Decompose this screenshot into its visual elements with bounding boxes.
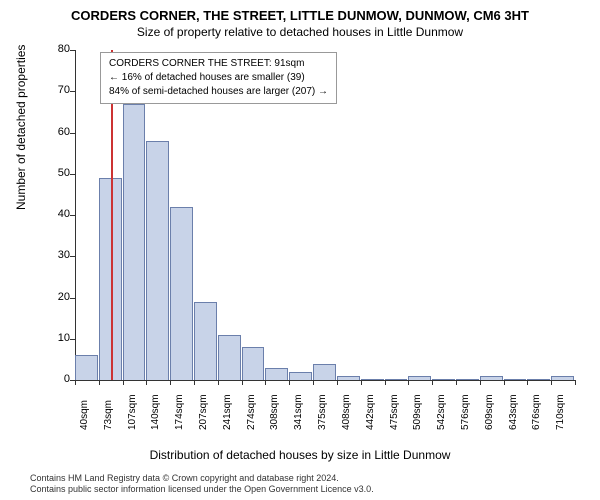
footer: Contains HM Land Registry data © Crown c… <box>30 473 570 496</box>
y-tick-mark <box>70 91 75 92</box>
histogram-bar <box>337 376 360 380</box>
y-tick-label: 10 <box>30 332 70 344</box>
histogram-bar <box>99 178 122 380</box>
histogram-bar <box>385 379 408 380</box>
x-tick-mark <box>504 380 505 385</box>
info-line-2: ← 16% of detached houses are smaller (39… <box>109 71 328 85</box>
footer-line-1: Contains HM Land Registry data © Crown c… <box>30 473 570 485</box>
histogram-bar <box>194 302 217 380</box>
histogram-bar <box>361 379 384 380</box>
x-tick-mark <box>146 380 147 385</box>
x-tick-label: 408sqm <box>341 394 352 430</box>
x-tick-mark <box>75 380 76 385</box>
x-axis-line <box>75 380 575 381</box>
y-tick-label: 80 <box>30 43 70 55</box>
x-tick-label: 174sqm <box>174 394 185 430</box>
x-tick-mark <box>456 380 457 385</box>
x-axis-title: Distribution of detached houses by size … <box>0 448 600 462</box>
x-tick-mark <box>313 380 314 385</box>
y-tick-mark <box>70 174 75 175</box>
x-tick-label: 710sqm <box>555 394 566 430</box>
histogram-chart: CORDERS CORNER, THE STREET, LITTLE DUNMO… <box>0 0 600 500</box>
footer-line-2: Contains public sector information licen… <box>30 484 570 496</box>
histogram-bar <box>527 379 550 380</box>
histogram-bar <box>432 379 455 380</box>
x-tick-label: 475sqm <box>389 394 400 430</box>
y-axis-label: Number of detached properties <box>14 45 28 210</box>
histogram-bar <box>313 364 336 381</box>
histogram-bar <box>123 104 146 380</box>
x-tick-mark <box>337 380 338 385</box>
x-tick-mark <box>361 380 362 385</box>
info-line-3: 84% of semi-detached houses are larger (… <box>109 85 328 99</box>
x-tick-mark <box>289 380 290 385</box>
x-tick-mark <box>194 380 195 385</box>
x-tick-label: 107sqm <box>127 394 138 430</box>
y-tick-label: 60 <box>30 126 70 138</box>
x-tick-label: 509sqm <box>412 394 423 430</box>
y-tick-label: 50 <box>30 167 70 179</box>
x-tick-label: 207sqm <box>198 394 209 430</box>
histogram-bar <box>218 335 241 380</box>
y-tick-label: 70 <box>30 84 70 96</box>
y-tick-mark <box>70 50 75 51</box>
histogram-bar <box>408 376 431 380</box>
x-tick-label: 676sqm <box>531 394 542 430</box>
y-tick-mark <box>70 298 75 299</box>
y-tick-label: 20 <box>30 291 70 303</box>
x-tick-mark <box>170 380 171 385</box>
y-tick-mark <box>70 339 75 340</box>
x-tick-mark <box>527 380 528 385</box>
x-tick-label: 375sqm <box>317 394 328 430</box>
histogram-bar <box>551 376 574 380</box>
x-tick-mark <box>432 380 433 385</box>
y-tick-label: 0 <box>30 373 70 385</box>
info-box: CORDERS CORNER THE STREET: 91sqm ← 16% o… <box>100 52 337 104</box>
x-tick-label: 442sqm <box>365 394 376 430</box>
y-tick-label: 40 <box>30 208 70 220</box>
x-tick-label: 140sqm <box>150 394 161 430</box>
y-tick-mark <box>70 256 75 257</box>
x-tick-label: 341sqm <box>293 394 304 430</box>
x-tick-mark <box>408 380 409 385</box>
x-tick-mark <box>385 380 386 385</box>
x-tick-mark <box>218 380 219 385</box>
histogram-bar <box>242 347 265 380</box>
x-tick-label: 576sqm <box>460 394 471 430</box>
x-tick-label: 73sqm <box>103 400 114 430</box>
histogram-bar <box>480 376 503 380</box>
x-tick-label: 308sqm <box>269 394 280 430</box>
x-tick-mark <box>575 380 576 385</box>
x-tick-mark <box>123 380 124 385</box>
x-tick-mark <box>480 380 481 385</box>
histogram-bar <box>146 141 169 380</box>
histogram-bar <box>75 355 98 380</box>
histogram-bar <box>504 379 527 380</box>
x-tick-label: 274sqm <box>246 394 257 430</box>
y-tick-mark <box>70 133 75 134</box>
x-tick-label: 643sqm <box>508 394 519 430</box>
chart-title: CORDERS CORNER, THE STREET, LITTLE DUNMO… <box>0 0 600 23</box>
plot-area: CORDERS CORNER THE STREET: 91sqm ← 16% o… <box>75 50 575 380</box>
histogram-bar <box>456 379 479 380</box>
x-tick-label: 609sqm <box>484 394 495 430</box>
y-tick-mark <box>70 215 75 216</box>
x-tick-label: 40sqm <box>79 400 90 430</box>
x-tick-label: 542sqm <box>436 394 447 430</box>
x-tick-label: 241sqm <box>222 394 233 430</box>
chart-subtitle: Size of property relative to detached ho… <box>0 23 600 39</box>
y-tick-label: 30 <box>30 249 70 261</box>
info-line-1: CORDERS CORNER THE STREET: 91sqm <box>109 57 328 71</box>
x-tick-mark <box>551 380 552 385</box>
x-tick-mark <box>265 380 266 385</box>
histogram-bar <box>170 207 193 380</box>
histogram-bar <box>289 372 312 380</box>
histogram-bar <box>265 368 288 380</box>
x-tick-mark <box>242 380 243 385</box>
x-tick-mark <box>99 380 100 385</box>
